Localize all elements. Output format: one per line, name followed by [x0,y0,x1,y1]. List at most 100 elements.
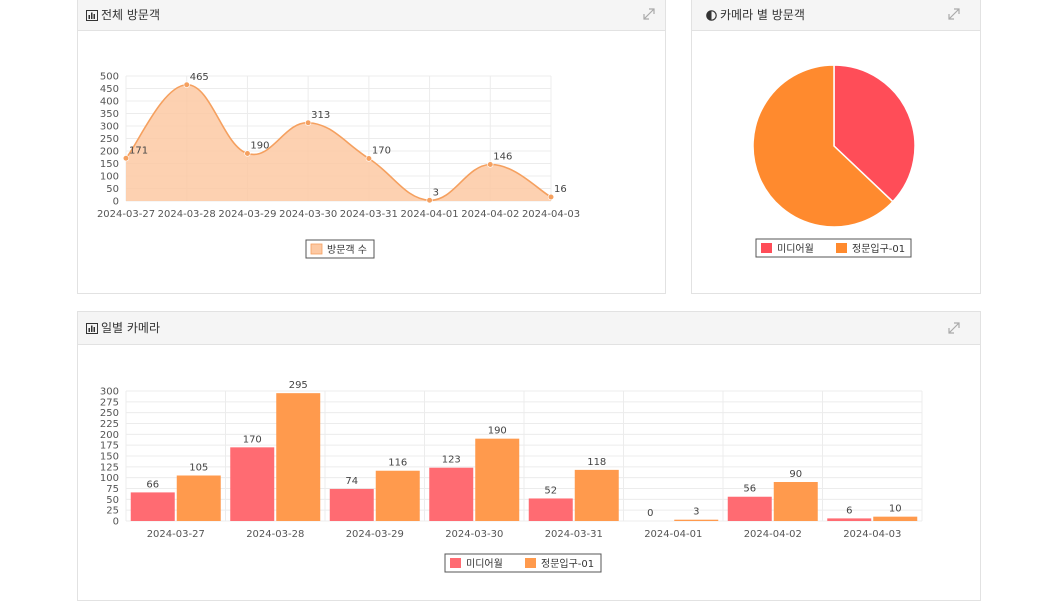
data-label: 171 [129,145,148,156]
data-label: 170 [372,146,391,157]
panel-title: 일별 카메라 [86,312,160,344]
y-tick-label: 200 [100,147,119,158]
x-tick-label: 2024-03-31 [545,529,603,540]
legend-box [305,239,375,259]
bar-1 [130,492,175,521]
legend-swatch [836,243,847,253]
x-tick-label: 2024-03-31 [340,209,398,220]
data-label: 66 [146,479,159,490]
legend-label: 정문입구-01 [852,242,905,255]
y-tick-label: 200 [100,430,119,441]
data-point [122,155,130,162]
legend-swatch [450,558,461,568]
data-label: 10 [889,504,902,515]
bar-2 [873,516,918,521]
bar-2 [773,482,818,521]
panel-title: 전체 방문객 [86,0,160,30]
data-label: 190 [250,141,269,152]
bar-1 [727,496,772,521]
data-label: 56 [743,484,756,495]
y-tick-label: 400 [100,97,119,108]
legend: 미디어월 정문입구-01 [755,238,912,258]
data-label: 313 [311,110,330,121]
data-point [305,119,312,126]
x-tick-label: 2024-04-01 [401,209,459,220]
bar-chart-icon [86,323,98,334]
daily-camera-panel: 일별 카메라 0 25 50 75 100 125 150 175 200 225 250 275 30… [77,311,981,601]
total-visitors-panel: 전체 방문객 0 50 100 150 200 250 300 350 400 450 500 202… [77,0,666,294]
x-tick-label: 2024-03-28 [158,209,216,220]
data-point [487,161,494,168]
daily-camera-chart: 0255075100125150175200225250275300661052… [100,380,923,573]
y-tick-label: 150 [100,159,119,170]
x-tick-label: 2024-03-29 [346,529,404,540]
expand-icon[interactable] [643,8,655,20]
pie-slice-1 [833,64,916,203]
bar-2 [176,475,221,521]
bar-2 [674,519,719,521]
y-tick-label: 350 [100,109,119,120]
data-label: 3 [693,507,699,518]
y-tick-label: 150 [100,452,119,463]
legend-box [755,238,912,258]
data-point [365,155,372,162]
panel-title-text: 일별 카메라 [101,321,161,335]
pie-slice-2 [752,64,894,228]
bar-1 [230,447,275,521]
legend-box [444,553,602,573]
y-tick-label: 0 [113,517,119,528]
y-tick-label: 450 [100,84,119,95]
panel-header: 전체 방문객 [78,0,665,31]
y-tick-label: 125 [100,462,119,473]
contrast-icon [706,10,717,21]
data-label: 123 [442,455,461,466]
camera-visitors-chart: 미디어월 정문입구-01 [752,64,916,258]
data-point [547,193,555,201]
x-tick-label: 2024-03-27 [147,529,205,540]
y-tick-label: 50 [106,495,119,506]
x-tick-label: 2024-03-29 [218,209,276,220]
bar-1 [429,467,474,521]
legend-swatch [761,243,772,253]
data-label: 170 [243,434,262,445]
legend: 방문객 수 [305,239,375,259]
y-tick-label: 250 [100,408,119,419]
legend: 미디어월 정문입구-01 [444,553,602,573]
bar-2 [475,438,520,521]
x-tick-label: 2024-03-27 [97,209,155,220]
x-tick-label: 2024-04-01 [644,529,702,540]
data-label: 105 [189,463,208,474]
x-tick-label: 2024-03-30 [279,209,337,220]
data-label: 0 [647,508,653,519]
panel-title-text: 전체 방문객 [101,8,161,22]
bar-2 [574,469,619,521]
legend-label: 방문객 수 [327,244,367,256]
data-label: 3 [433,187,439,198]
bar-chart-icon [86,10,98,21]
data-label: 190 [488,426,507,437]
y-tick-label: 175 [100,441,119,452]
data-label: 116 [388,458,407,469]
expand-icon[interactable] [948,8,960,20]
data-label: 295 [289,380,308,391]
y-tick-label: 100 [100,473,119,484]
bar-2 [375,470,420,521]
expand-icon[interactable] [948,322,960,334]
camera-visitors-panel: 카메라 별 방문객 미디어월 정문입구-01 [691,0,981,294]
y-tick-label: 300 [100,387,119,398]
y-tick-label: 500 [100,72,119,83]
panel-title-text: 카메라 별 방문객 [720,8,805,22]
data-label: 146 [493,152,512,163]
y-tick-label: 250 [100,134,119,145]
y-tick-label: 225 [100,419,119,430]
data-label: 52 [544,485,557,496]
y-tick-label: 75 [106,484,119,495]
data-point [183,81,190,88]
bar-1 [827,518,872,521]
y-tick-label: 25 [106,506,119,517]
x-tick-label: 2024-04-02 [461,209,519,220]
data-label: 6 [846,505,852,516]
legend-label: 미디어월 [777,243,814,255]
series-area-visitors [126,84,551,201]
